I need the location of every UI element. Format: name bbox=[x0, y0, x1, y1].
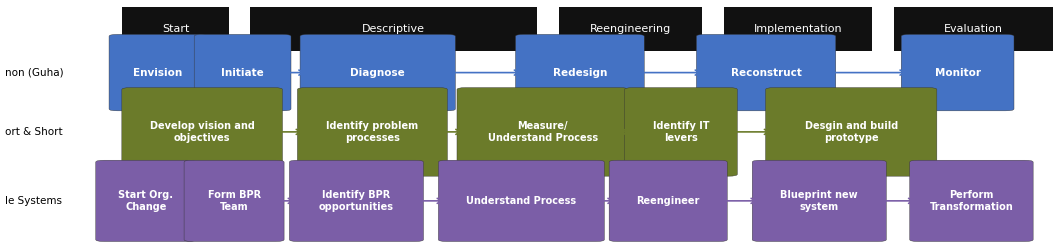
Text: Form BPR
Team: Form BPR Team bbox=[207, 190, 261, 212]
Text: Reengineering: Reengineering bbox=[589, 24, 671, 34]
FancyBboxPatch shape bbox=[297, 88, 447, 176]
Text: Identify IT
levers: Identify IT levers bbox=[652, 121, 710, 143]
FancyBboxPatch shape bbox=[625, 88, 737, 176]
Text: Understand Process: Understand Process bbox=[466, 196, 577, 206]
Text: Desgin and build
prototype: Desgin and build prototype bbox=[804, 121, 898, 143]
FancyBboxPatch shape bbox=[184, 160, 284, 242]
FancyBboxPatch shape bbox=[559, 7, 702, 51]
Text: Diagnose: Diagnose bbox=[350, 68, 405, 78]
FancyBboxPatch shape bbox=[250, 7, 537, 51]
Text: Identify problem
processes: Identify problem processes bbox=[327, 121, 418, 143]
Text: ort & Short: ort & Short bbox=[5, 127, 63, 137]
Text: Envision: Envision bbox=[133, 68, 182, 78]
FancyBboxPatch shape bbox=[901, 34, 1014, 111]
FancyBboxPatch shape bbox=[289, 160, 423, 242]
Text: Start: Start bbox=[162, 24, 189, 34]
FancyBboxPatch shape bbox=[109, 34, 205, 111]
FancyBboxPatch shape bbox=[765, 88, 937, 176]
FancyBboxPatch shape bbox=[96, 160, 196, 242]
Text: Measure/
Understand Process: Measure/ Understand Process bbox=[487, 121, 598, 143]
Text: non (Guha): non (Guha) bbox=[5, 68, 64, 78]
Text: Initiate: Initiate bbox=[221, 68, 264, 78]
Text: Identify BPR
opportunities: Identify BPR opportunities bbox=[319, 190, 394, 212]
Text: le Systems: le Systems bbox=[5, 196, 63, 206]
Text: Perform
Transformation: Perform Transformation bbox=[930, 190, 1013, 212]
Text: Blueprint new
system: Blueprint new system bbox=[781, 190, 858, 212]
FancyBboxPatch shape bbox=[894, 7, 1053, 51]
Text: Start Org.
Change: Start Org. Change bbox=[118, 190, 173, 212]
FancyBboxPatch shape bbox=[609, 160, 728, 242]
Text: Descriptive: Descriptive bbox=[362, 24, 426, 34]
Text: Evaluation: Evaluation bbox=[944, 24, 1003, 34]
FancyBboxPatch shape bbox=[515, 34, 645, 111]
Text: Develop vision and
objectives: Develop vision and objectives bbox=[150, 121, 254, 143]
FancyBboxPatch shape bbox=[910, 160, 1033, 242]
Text: Redesign: Redesign bbox=[552, 68, 608, 78]
Text: Monitor: Monitor bbox=[934, 68, 981, 78]
FancyBboxPatch shape bbox=[752, 160, 886, 242]
Text: Reconstruct: Reconstruct bbox=[731, 68, 801, 78]
FancyBboxPatch shape bbox=[438, 160, 604, 242]
FancyBboxPatch shape bbox=[122, 7, 229, 51]
FancyBboxPatch shape bbox=[300, 34, 455, 111]
FancyBboxPatch shape bbox=[458, 88, 628, 176]
FancyBboxPatch shape bbox=[121, 88, 283, 176]
Text: Implementation: Implementation bbox=[753, 24, 843, 34]
FancyBboxPatch shape bbox=[724, 7, 872, 51]
FancyBboxPatch shape bbox=[696, 34, 835, 111]
Text: Reengineer: Reengineer bbox=[636, 196, 700, 206]
FancyBboxPatch shape bbox=[194, 34, 290, 111]
